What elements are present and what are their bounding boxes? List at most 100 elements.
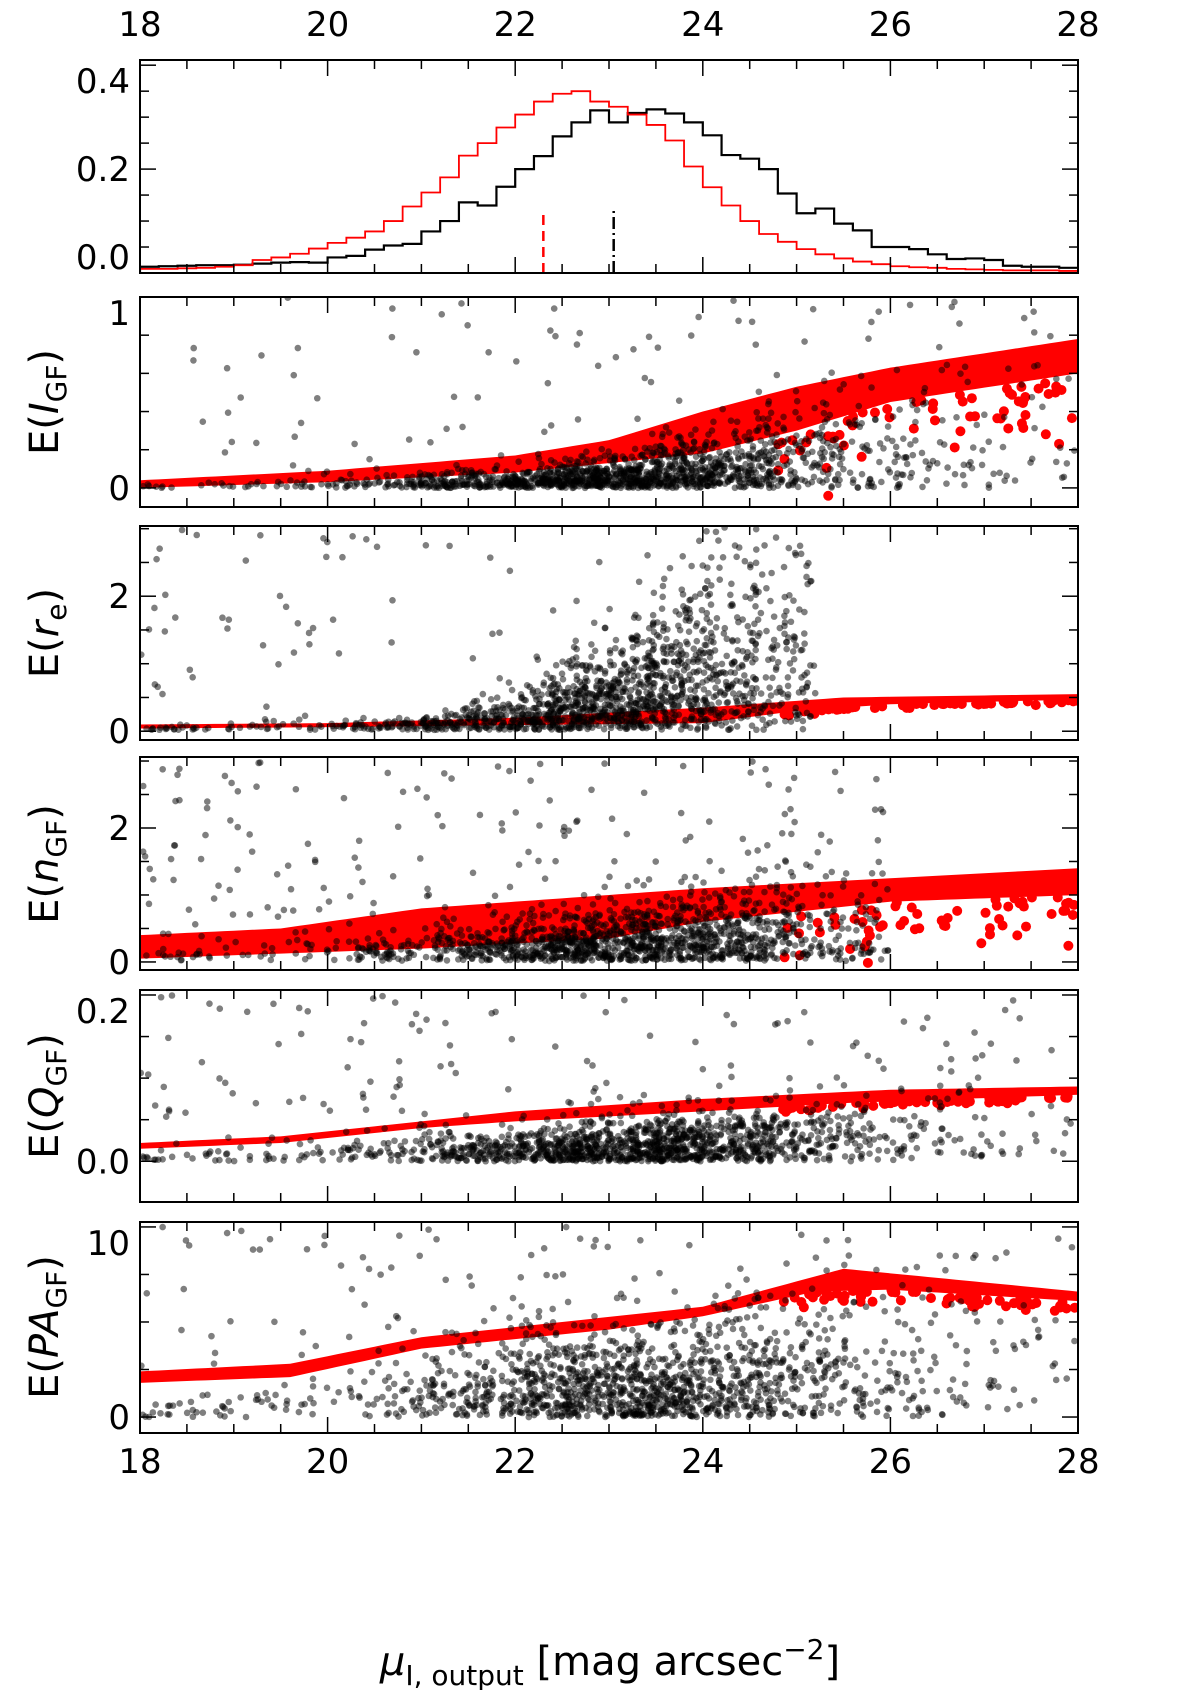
black-data-point — [264, 904, 271, 911]
black-data-point — [535, 720, 542, 728]
red-model-point — [966, 393, 977, 404]
black-data-point — [761, 926, 768, 934]
black-data-point — [713, 614, 721, 622]
black-data-point — [805, 437, 813, 445]
black-data-point — [799, 725, 807, 733]
black-data-point — [765, 656, 772, 664]
black-data-point — [990, 470, 997, 478]
black-data-point — [499, 701, 507, 709]
black-data-point — [765, 468, 773, 476]
black-data-point — [418, 939, 426, 946]
red-model-point — [929, 700, 940, 711]
black-data-point — [846, 421, 854, 428]
red-model-point — [1050, 387, 1061, 398]
black-data-point — [567, 456, 574, 464]
black-data-point — [792, 477, 799, 485]
black-data-point — [884, 886, 891, 893]
y-label-suffix: ) — [22, 804, 68, 820]
black-data-point — [292, 785, 300, 793]
black-data-point — [752, 655, 759, 663]
black-data-point — [723, 682, 730, 689]
black-data-point — [784, 682, 792, 690]
black-data-point — [594, 677, 601, 684]
black-data-point — [543, 670, 550, 678]
black-data-point — [688, 716, 695, 723]
black-data-point — [305, 629, 313, 637]
black-data-point — [443, 425, 450, 433]
black-data-point — [798, 936, 805, 944]
black-data-point — [678, 676, 685, 684]
black-data-point — [978, 461, 986, 469]
black-data-point — [549, 607, 557, 614]
black-data-point — [571, 462, 578, 470]
black-data-point — [996, 469, 1003, 477]
black-data-point — [794, 908, 801, 916]
black-data-point — [168, 484, 175, 491]
black-data-point — [566, 915, 574, 922]
black-data-point — [523, 922, 530, 929]
black-data-point — [346, 920, 353, 927]
black-data-point — [634, 640, 641, 648]
black-data-point — [712, 933, 719, 941]
black-data-point — [505, 700, 512, 708]
black-data-point — [590, 715, 598, 723]
black-data-point — [827, 443, 834, 451]
black-data-point — [749, 584, 757, 592]
black-data-point — [797, 550, 805, 558]
black-data-point — [190, 344, 198, 352]
black-data-point — [763, 584, 770, 592]
red-model-point — [1063, 940, 1074, 951]
black-data-point — [606, 702, 614, 709]
black-data-point — [544, 379, 552, 387]
black-data-point — [763, 423, 771, 431]
black-data-point — [553, 685, 561, 693]
black-data-point — [730, 893, 738, 900]
black-data-point — [757, 437, 765, 444]
black-data-point — [174, 953, 181, 961]
black-data-point — [637, 721, 645, 729]
black-data-point — [782, 858, 790, 865]
black-data-point — [724, 915, 732, 923]
black-data-point — [669, 703, 677, 711]
black-data-point — [570, 683, 577, 690]
black-data-point — [789, 667, 797, 674]
black-data-point — [973, 421, 981, 429]
black-data-point — [592, 692, 600, 700]
black-data-point — [729, 717, 736, 724]
black-data-point — [514, 918, 521, 926]
black-data-point — [811, 459, 818, 467]
black-data-point — [637, 941, 645, 949]
black-data-point — [691, 515, 698, 522]
black-data-point — [505, 679, 513, 686]
black-data-point — [477, 942, 485, 950]
black-data-point — [791, 942, 799, 949]
black-data-point — [875, 933, 883, 941]
black-data-point — [375, 929, 383, 937]
black-data-point — [810, 473, 818, 481]
black-data-point — [1030, 329, 1038, 336]
red-model-point — [965, 411, 976, 422]
black-data-point — [750, 907, 757, 915]
black-data-point — [506, 567, 514, 575]
black-data-point — [655, 469, 662, 477]
black-data-point — [584, 677, 591, 685]
red-model-point — [908, 423, 919, 434]
black-data-point — [1052, 458, 1060, 466]
black-data-point — [644, 551, 651, 559]
black-data-point — [643, 688, 650, 696]
black-data-point — [660, 705, 668, 713]
black-data-point — [719, 405, 726, 413]
black-data-point — [355, 837, 363, 845]
black-data-point — [710, 954, 717, 961]
black-data-point — [918, 449, 926, 457]
black-data-point — [522, 725, 530, 733]
black-data-point — [731, 669, 739, 677]
black-data-point — [682, 694, 690, 701]
black-data-point — [396, 482, 404, 490]
black-data-point — [640, 910, 648, 918]
black-data-point — [489, 630, 496, 638]
black-data-point — [835, 932, 843, 940]
black-data-point — [648, 458, 656, 466]
black-data-point — [186, 666, 194, 674]
black-data-point — [661, 478, 668, 486]
